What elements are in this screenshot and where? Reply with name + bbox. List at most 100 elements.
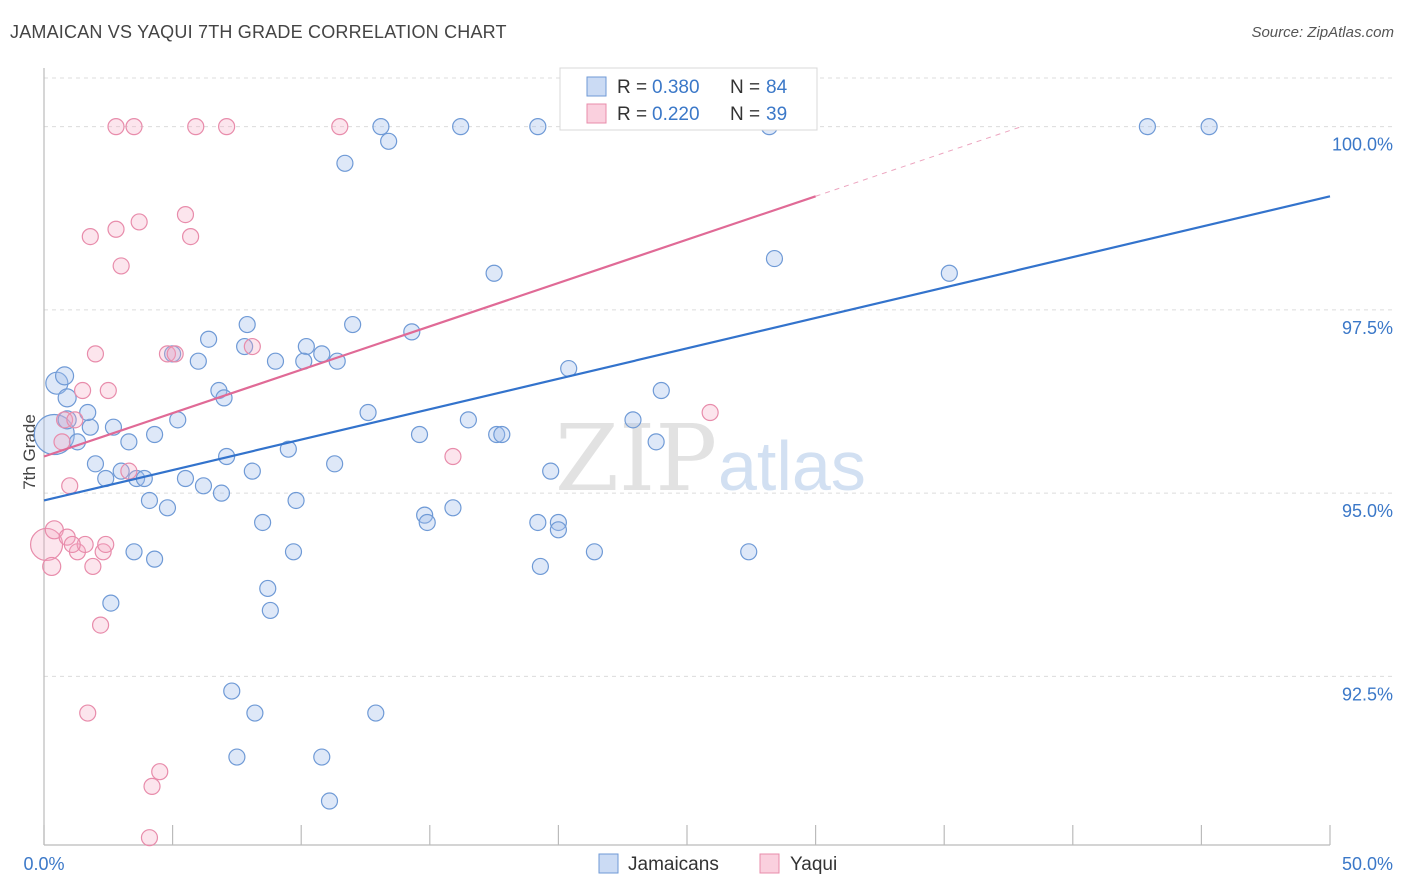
series-legend-label-jamaicans: Jamaicans <box>628 854 719 875</box>
yaqui-point <box>120 462 138 480</box>
yaqui-point <box>151 763 169 781</box>
y-tick-label: 95.0% <box>1342 501 1393 521</box>
chart-title: JAMAICAN VS YAQUI 7TH GRADE CORRELATION … <box>10 22 507 42</box>
yaqui-point <box>125 118 143 136</box>
yaqui-point <box>182 227 200 246</box>
jamaicans-point <box>380 132 398 150</box>
jamaicans-point <box>765 249 784 268</box>
yaqui-point <box>107 220 125 238</box>
y-tick-labels: 92.5% 95.0% 97.5% 100.0% <box>1332 135 1393 705</box>
jamaicans-point <box>1138 118 1156 136</box>
jamaicans-point <box>228 748 246 766</box>
watermark: ZIP atlas <box>555 405 866 512</box>
jamaicans-point <box>176 469 195 488</box>
yaqui-point <box>187 118 205 136</box>
jamaicans-point <box>624 411 642 429</box>
yaqui-point <box>331 118 349 136</box>
jamaicans-point <box>485 264 503 282</box>
stats-legend: R = 0.380 N = 84 R = 0.220 N = 39 <box>559 67 818 131</box>
yaqui-point <box>218 118 236 136</box>
yaqui-trend-line <box>43 195 816 458</box>
jamaicans-point <box>452 118 470 136</box>
x-tick-labels: 0.0% 50.0% <box>23 854 1393 874</box>
jamaicans-point <box>647 433 665 451</box>
jamaicans-point <box>279 440 297 458</box>
legend-r-label-yaqui: R = <box>617 104 647 125</box>
yaqui-point <box>66 411 84 429</box>
jamaicans-point <box>261 601 279 620</box>
yaqui-point <box>81 227 99 246</box>
legend-r-value-yaqui: 0.220 <box>652 104 700 125</box>
jamaicans-point <box>86 455 105 473</box>
yaqui-point <box>112 257 130 275</box>
jamaicans-point <box>531 557 549 576</box>
jamaicans-point <box>212 484 231 502</box>
yaqui-point <box>84 557 102 576</box>
jamaicans-point <box>102 594 120 612</box>
yaqui-point <box>91 616 110 634</box>
jamaicans-point <box>57 388 77 408</box>
legend-swatch-jamaicans <box>586 76 607 97</box>
yaqui-point <box>76 535 94 554</box>
jamaicans-point <box>140 491 159 510</box>
legend-n-value-jamaicans: 84 <box>766 77 788 98</box>
series-legend-label-yaqui: Yaqui <box>790 854 837 875</box>
yaqui-point <box>243 337 261 356</box>
yaqui-point <box>86 345 105 363</box>
jamaicans-point <box>287 491 305 510</box>
jamaicans-point <box>158 499 177 517</box>
jamaicans-point <box>320 792 339 810</box>
jamaicans-point <box>120 433 138 451</box>
jamaicans-point <box>459 411 477 429</box>
jamaicans-point <box>223 682 241 700</box>
jamaicans-point <box>284 543 303 561</box>
yaqui-point <box>166 345 184 363</box>
y-tick-label: 100.0% <box>1332 135 1393 155</box>
yaqui-point <box>107 118 125 136</box>
jamaicans-point <box>200 330 218 348</box>
jamaicans-point <box>529 513 547 532</box>
jamaicans-point <box>367 704 385 722</box>
yaqui-trend-extension <box>815 126 1022 197</box>
yaqui-point <box>97 535 115 554</box>
legend-r-value-jamaicans: 0.380 <box>652 77 700 98</box>
jamaicans-point <box>549 513 568 532</box>
yaqui-point <box>73 381 92 400</box>
yaqui-point <box>42 556 62 577</box>
jamaicans-point <box>488 425 506 444</box>
legend-n-value-yaqui: 39 <box>766 104 787 125</box>
jamaicans-point <box>145 550 164 568</box>
y-tick-label: 97.5% <box>1342 318 1393 338</box>
series-legend-swatch-yaqui <box>759 853 780 874</box>
jamaicans-point <box>266 352 285 370</box>
legend-r-label-jamaicans: R = <box>617 77 647 98</box>
jamaicans-point <box>585 543 604 561</box>
jamaicans-point <box>125 543 143 561</box>
jamaicans-point <box>254 513 272 532</box>
series-legend-swatch-jamaicans <box>598 853 619 874</box>
jamaicans-point <box>326 455 344 473</box>
yaqui-point <box>79 704 97 722</box>
jamaicans-point <box>940 264 958 282</box>
jamaicans-point <box>336 154 354 172</box>
jamaicans-point <box>529 118 547 136</box>
x-tick-label-max: 50.0% <box>1342 854 1393 874</box>
yaqui-point <box>63 535 81 554</box>
jamaicans-point <box>246 704 264 722</box>
yaqui-point <box>130 213 148 231</box>
jamaicans-point <box>194 477 213 495</box>
yaqui-point <box>444 447 462 466</box>
jamaicans-point <box>652 381 670 400</box>
jamaicans-point <box>79 403 97 422</box>
jamaicans-point <box>344 315 362 334</box>
legend-n-label-yaqui: N = <box>730 104 760 125</box>
yaqui-point <box>61 477 79 495</box>
yaqui-point <box>140 829 159 847</box>
watermark-zip: ZIP <box>555 405 717 512</box>
jamaicans-point <box>189 352 207 370</box>
yaqui-point <box>29 527 64 562</box>
y-tick-label: 92.5% <box>1342 684 1393 704</box>
jamaicans-point <box>297 337 315 356</box>
x-tick-label-min: 0.0% <box>23 854 64 874</box>
